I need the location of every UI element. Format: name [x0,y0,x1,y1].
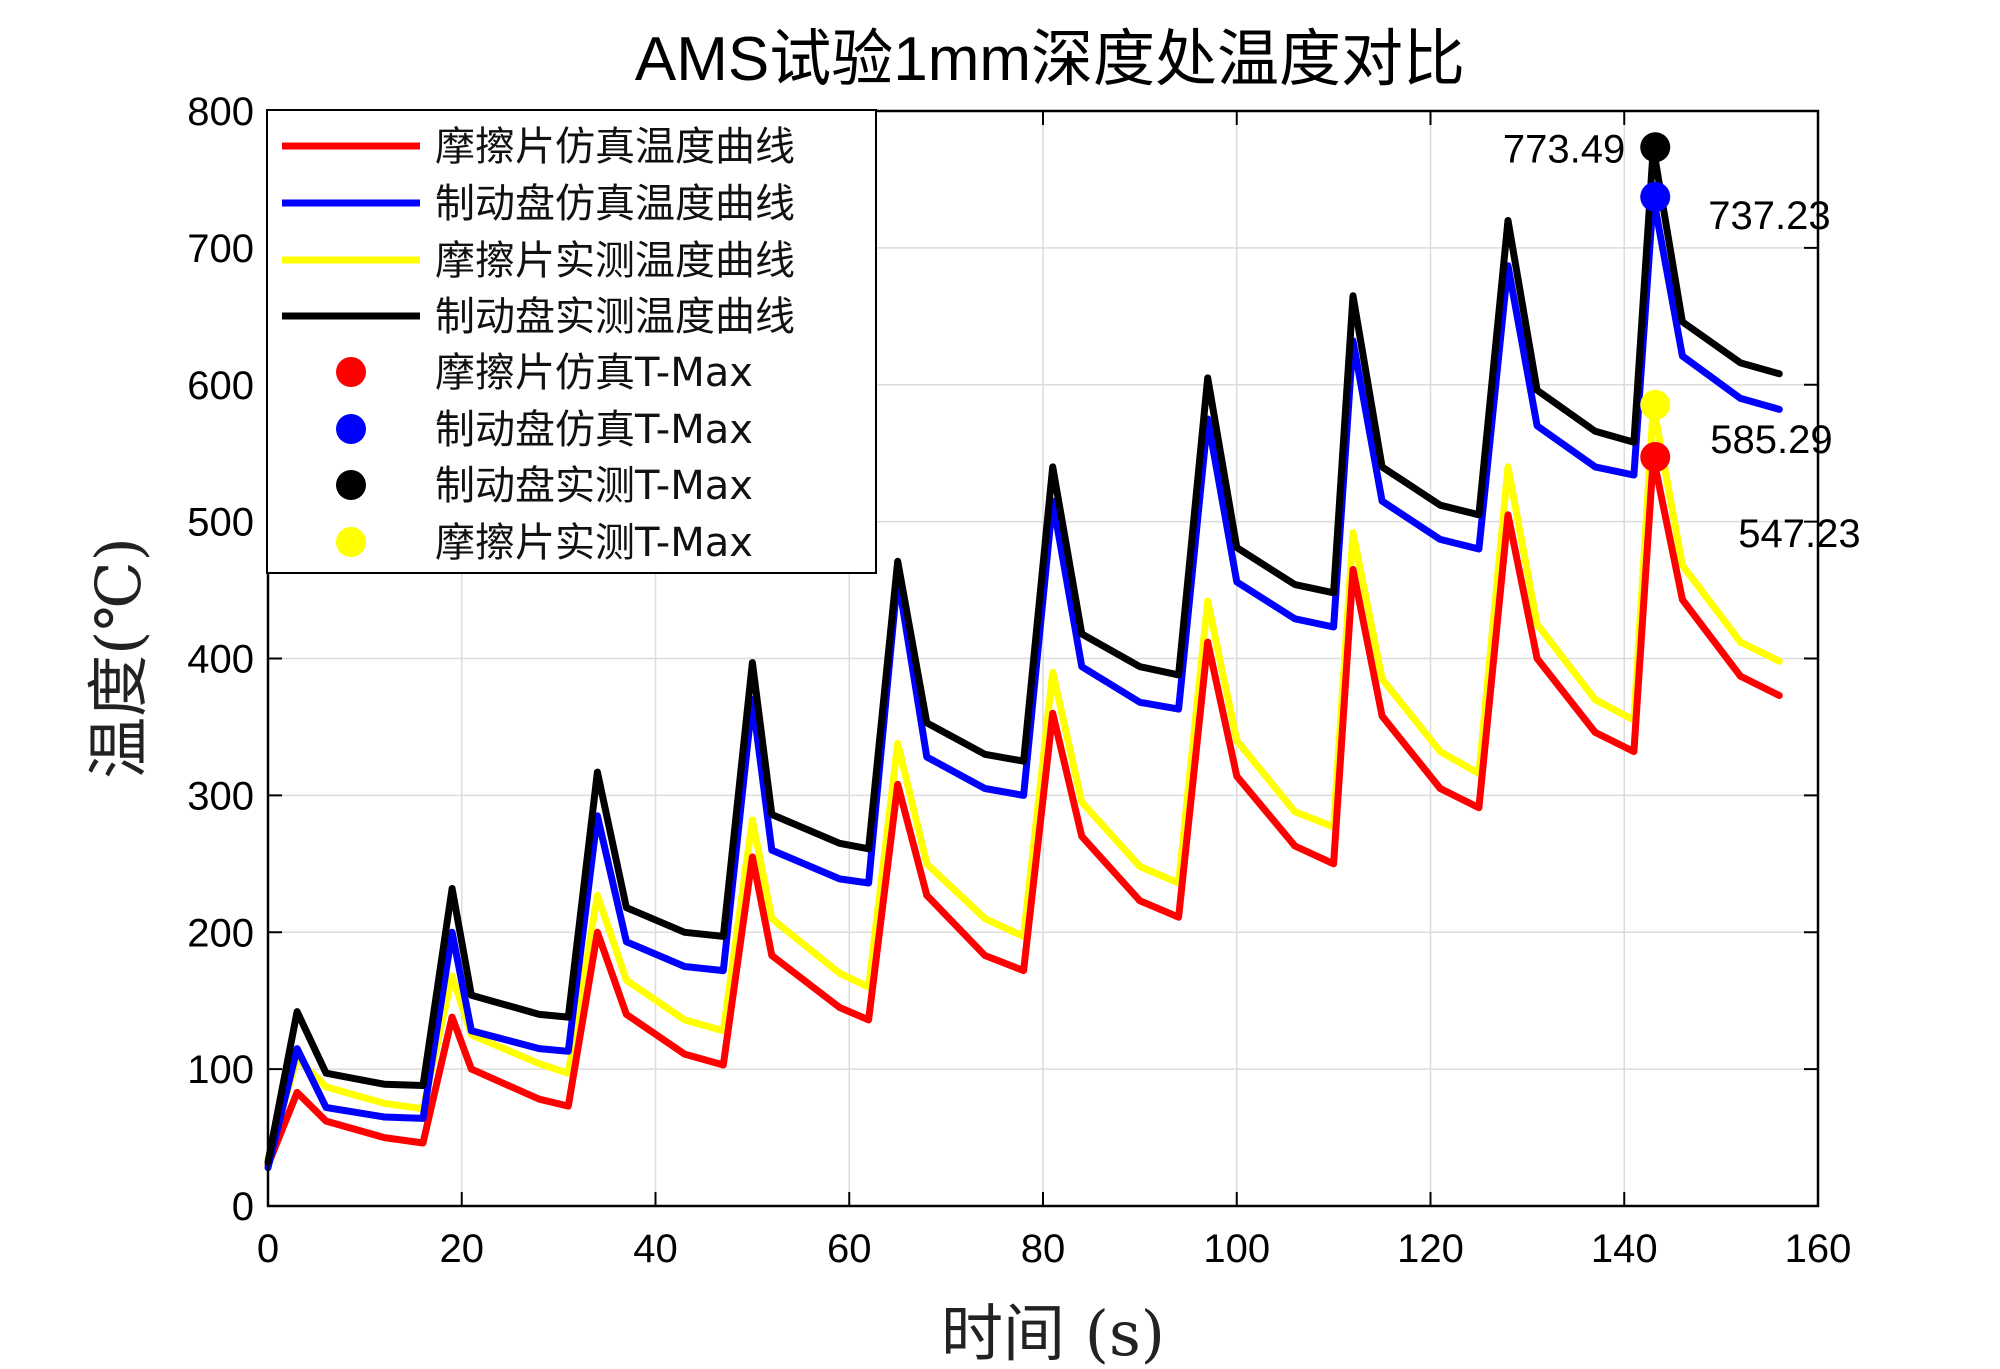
legend-label: 摩擦片实测T-Max [435,520,753,566]
x-tick-label: 60 [827,1227,872,1271]
legend-label: 制动盘仿真T-Max [435,407,753,453]
legend-label: 制动盘实测温度曲线 [435,294,795,340]
legend-box [266,109,877,574]
tmax-marker-4 [1640,389,1671,420]
x-tick-label: 160 [1785,1227,1852,1271]
tmax-label-3: 773.49 [1503,127,1625,171]
legend: 摩擦片仿真温度曲线制动盘仿真温度曲线摩擦片实测温度曲线制动盘实测温度曲线摩擦片仿… [266,109,877,574]
marker-annotations: 547.23 737.23 773.49 585.29 [1503,127,1861,556]
legend-label: 摩擦片仿真T-Max [435,350,753,396]
x-tick-label: 100 [1203,1227,1270,1271]
tick-labels: 0 20 40 60 80 100 120 140 160 0 100 200 300 400 500 600… [187,90,1851,1271]
legend-swatch-dot [336,527,366,557]
x-tick-label: 0 [257,1227,279,1271]
series-line-2 [264,193,1783,1172]
y-tick-label: 0 [232,1185,254,1229]
tmax-marker-1 [1640,441,1671,472]
y-tick-label: 300 [187,774,254,818]
tmax-label-4: 585.29 [1710,418,1832,462]
y-tick-label: 800 [187,90,254,134]
series-line-1 [264,453,1783,1169]
tmax-label-1: 547.23 [1738,512,1860,556]
legend-swatch-dot [336,470,366,500]
max-markers [1640,132,1671,472]
legend-label: 制动盘仿真温度曲线 [435,181,795,227]
plot-area-frame [266,109,1820,1208]
x-tick-label: 40 [633,1227,678,1271]
x-tick-label: 140 [1591,1227,1658,1271]
y-tick-label: 700 [187,227,254,271]
legend-swatch-dot [336,414,366,444]
x-tick-label: 120 [1397,1227,1464,1271]
legend-swatch-dot [336,357,366,387]
y-tick-label: 500 [187,501,254,545]
x-tick-label: 20 [440,1227,485,1271]
series-lines [264,144,1783,1172]
y-tick-label: 200 [187,911,254,955]
y-tick-label: 100 [187,1048,254,1092]
x-axis-label: 时间 (s) [941,1297,1165,1369]
series-line-3 [264,401,1783,1162]
legend-label: 制动盘实测T-Max [435,463,753,509]
chart-title: AMS试验1mm深度处温度对比 [635,25,1465,94]
y-tick-label: 600 [187,364,254,408]
y-tick-label: 400 [187,638,254,682]
tmax-label-2: 737.23 [1708,194,1830,238]
legend-label: 摩擦片仿真温度曲线 [435,124,795,170]
series-line-4 [264,144,1783,1166]
y-axis-label: 温度(℃) [82,537,155,779]
tmax-marker-2 [1640,181,1671,212]
tmax-marker-3 [1640,132,1671,163]
x-tick-label: 80 [1021,1227,1066,1271]
legend-label: 摩擦片实测温度曲线 [435,238,795,284]
